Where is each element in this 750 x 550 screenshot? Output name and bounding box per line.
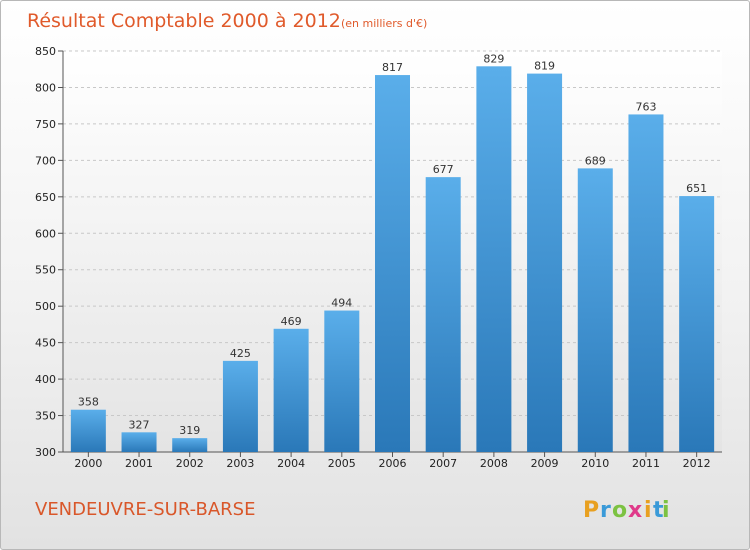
x-tick-label: 2000 [74, 457, 102, 470]
logo-letter: o [612, 498, 627, 523]
plot-area: 300 350 400 450 500 550 600 650 700 750 800 850 358 2… [35, 45, 722, 470]
city-name: VENDEUVRE-SUR-BARSE [35, 499, 255, 520]
logo-letter: P [583, 498, 599, 523]
y-tick-label: 400 [35, 373, 56, 386]
bar-2003 [222, 360, 258, 452]
y-tick-label: 700 [35, 154, 56, 167]
x-tick-label: 2006 [379, 457, 407, 470]
data-label: 358 [78, 396, 99, 409]
y-tick-label: 550 [35, 264, 56, 277]
logo-letter: x [628, 498, 642, 523]
data-label: 819 [534, 60, 555, 73]
bar-2010 [577, 168, 613, 452]
y-tick-label: 850 [35, 45, 56, 58]
data-label: 817 [382, 61, 403, 74]
y-tick-label: 450 [35, 337, 56, 350]
data-label: 763 [635, 100, 656, 113]
data-label: 425 [230, 347, 251, 360]
data-label: 689 [585, 154, 606, 167]
y-tick-label: 800 [35, 81, 56, 94]
bar-2001 [121, 432, 157, 452]
x-tick-label: 2005 [328, 457, 356, 470]
y-tick-label: 600 [35, 227, 56, 240]
bar-2011 [628, 114, 664, 452]
chart-title: Résultat Comptable 2000 à 2012 [27, 10, 341, 32]
x-tick-label: 2004 [277, 457, 305, 470]
y-tick-label: 750 [35, 118, 56, 131]
bar-2008 [476, 66, 512, 452]
x-tick-label: 2009 [531, 457, 559, 470]
bar-2007 [425, 177, 461, 452]
y-tick-label: 350 [35, 410, 56, 423]
data-label: 829 [483, 52, 504, 65]
x-tick-label: 2003 [226, 457, 254, 470]
data-label: 651 [686, 182, 707, 195]
bar-2006 [375, 75, 410, 452]
y-tick-label: 500 [35, 300, 56, 313]
logo-letter: i [644, 498, 652, 523]
data-label: 327 [129, 418, 150, 431]
bar-2002 [172, 438, 208, 452]
x-tick-label: 2002 [176, 457, 204, 470]
data-label: 319 [179, 424, 200, 437]
bar-2012 [679, 196, 715, 452]
chart-subtitle: (en milliers d'€) [341, 17, 427, 30]
logo-letter: r [600, 498, 611, 523]
x-tick-label: 2010 [581, 457, 609, 470]
x-tick-label: 2008 [480, 457, 508, 470]
x-tick-label: 2001 [125, 457, 153, 470]
y-tick-label: 650 [35, 191, 56, 204]
x-tick-label: 2007 [429, 457, 457, 470]
x-tick-label: 2012 [683, 457, 711, 470]
bar-2009 [527, 73, 563, 453]
data-label: 469 [281, 315, 302, 328]
y-tick-label: 300 [35, 446, 56, 459]
x-tick-label: 2011 [632, 457, 660, 470]
data-label: 677 [433, 163, 454, 176]
logo-letter: i [662, 498, 670, 523]
logo-letter: t [653, 498, 664, 523]
bar-2005 [324, 310, 360, 452]
data-label: 494 [331, 297, 352, 310]
bar-2000 [70, 409, 106, 452]
bar-2004 [273, 328, 309, 452]
